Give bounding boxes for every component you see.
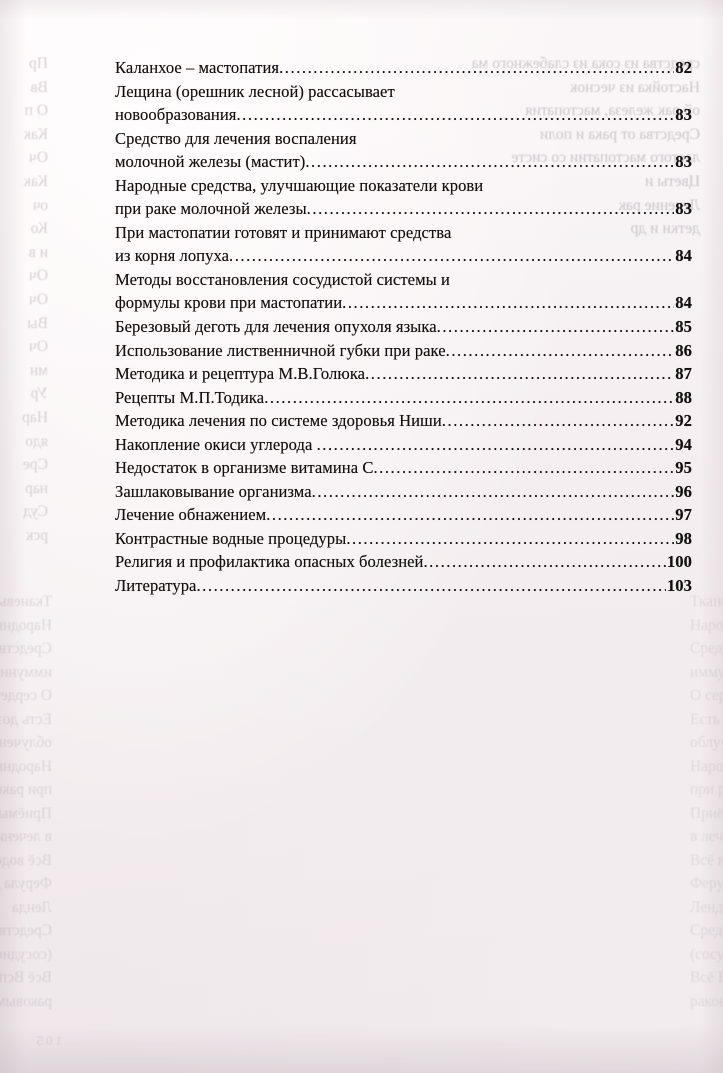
toc-dot-leader: ........................................… <box>229 246 674 266</box>
toc-entry-page-number: 98 <box>675 528 692 548</box>
toc-entry[interactable]: Каланхое – мастопатия...................… <box>115 56 692 80</box>
bleed-through-page-number: 105 <box>33 1033 63 1048</box>
toc-entry[interactable]: Методика лечения по системе здоровья Ниш… <box>115 409 692 433</box>
toc-entry-page-number: 92 <box>675 411 692 431</box>
toc-dot-leader: ........................................… <box>436 317 675 337</box>
toc-entry-page-number: 100 <box>666 552 692 572</box>
toc-entry-page-number: 83 <box>675 105 692 125</box>
toc-entry[interactable]: новообразования.........................… <box>115 103 692 127</box>
toc-entry-page-number: 103 <box>666 576 692 596</box>
toc-entry[interactable]: Недостаток в организме витамина С.......… <box>115 456 692 480</box>
toc-entry[interactable]: Религия и профилактика опасных болезней.… <box>115 550 692 574</box>
toc-entry-title: Накопление окиси углерода <box>115 434 317 454</box>
toc-dot-leader: ........................................… <box>441 411 675 431</box>
toc-dot-leader: ........................................… <box>266 505 674 525</box>
toc-dot-leader: ........................................… <box>373 458 674 478</box>
toc-dot-leader: ........................................… <box>279 58 674 77</box>
toc-dot-leader: ........................................… <box>342 293 675 313</box>
toc-entry-title: Использование лиственничной губки при ра… <box>115 340 446 360</box>
toc-entry[interactable]: Березовый деготь для лечения опухоля язы… <box>115 315 692 339</box>
toc-dot-leader: ........................................… <box>423 552 665 572</box>
toc-dot-leader: ........................................… <box>236 105 674 125</box>
toc-entry-title: Методика и рецептура М.В.Голюка <box>115 364 366 384</box>
toc-dot-leader: ........................................… <box>305 152 674 172</box>
table-of-contents: Каланхое – мастопатия...................… <box>115 56 692 598</box>
toc-entry-title: Религия и профилактика опасных болезней <box>115 552 424 572</box>
toc-entry[interactable]: при раке молочной железы................… <box>115 197 692 221</box>
toc-dot-leader: ........................................… <box>445 340 675 360</box>
toc-entry[interactable]: Накопление окиси углерода ..............… <box>115 433 692 457</box>
toc-entry-title: Контрастные водные процедуры <box>115 528 347 548</box>
toc-entry-page-number: 94 <box>675 434 692 454</box>
toc-entry-page-number: 83 <box>675 199 692 219</box>
toc-entry-title: новообразования <box>115 105 237 125</box>
toc-entry[interactable]: Зашлаковывание организма................… <box>115 480 692 504</box>
toc-entry-title-wrapped[interactable]: Методы восстановления сосудистой системы… <box>115 269 450 289</box>
toc-entry-title: при раке молочной железы <box>115 199 307 219</box>
toc-entry-page-number: 83 <box>675 152 692 172</box>
toc-dot-leader: ........................................… <box>311 481 675 501</box>
toc-entry[interactable]: из корня лопуха.........................… <box>115 244 692 268</box>
toc-dot-leader: ........................................… <box>196 576 665 596</box>
toc-entry[interactable]: Использование лиственничной губки при ра… <box>115 339 692 363</box>
toc-dot-leader: ........................................… <box>316 434 675 454</box>
toc-entry-title: молочной железы (мастит) <box>115 152 306 172</box>
toc-entry-page-number: 95 <box>675 458 692 478</box>
toc-entry-page-number: 88 <box>675 387 692 407</box>
toc-dot-leader: ........................................… <box>365 364 675 384</box>
toc-entry[interactable]: Лечение обнажением......................… <box>115 503 692 527</box>
toc-entry-title: Недостаток в организме витамина С <box>115 458 374 478</box>
toc-entry-title-wrapped[interactable]: При мастопатии готовят и принимают средс… <box>115 222 452 242</box>
toc-dot-leader: ........................................… <box>306 199 675 219</box>
toc-entry-page-number: 84 <box>675 293 692 313</box>
bleed-through-left-column: Пр Вв О п Как Оч Как оч Ко и в Оч Оч Вы … <box>22 55 48 544</box>
toc-entry[interactable]: молочной железы (мастит)................… <box>115 150 692 174</box>
bleed-through-lower-block-secondary: Тканевый препарат Народные средства Сред… <box>690 593 723 1010</box>
toc-entry-title: Березовый деготь для лечения опухоля язы… <box>115 317 437 337</box>
toc-entry-title: формулы крови при мастопатии <box>115 293 343 313</box>
toc-entry-title: Рецепты М.П.Тодика <box>115 387 265 407</box>
toc-entry[interactable]: формулы крови при мастопатии............… <box>115 291 692 315</box>
toc-entry[interactable]: Контрастные водные процедуры............… <box>115 527 692 551</box>
toc-entry[interactable]: Рецепты М.П.Тодика......................… <box>115 386 692 410</box>
toc-entry-page-number: 82 <box>675 58 692 77</box>
toc-entry-page-number: 97 <box>675 505 692 525</box>
toc-entry-page-number: 84 <box>675 246 692 266</box>
toc-entry-title: Каланхое – мастопатия <box>115 58 280 77</box>
toc-entry-title-wrapped[interactable]: Народные средства, улучшающие показатели… <box>115 175 484 195</box>
toc-entry[interactable]: Методика и рецептура М.В.Голюка.........… <box>115 362 692 386</box>
toc-entry-page-number: 86 <box>675 340 692 360</box>
toc-dot-leader: ........................................… <box>346 528 675 548</box>
toc-dot-leader: ........................................… <box>264 387 675 407</box>
toc-entry-title-wrapped[interactable]: Лещина (орешник лесной) рассасывает <box>115 81 395 101</box>
toc-entry-title: Литература <box>115 576 197 596</box>
toc-entry-page-number: 85 <box>675 317 692 337</box>
toc-entry-page-number: 96 <box>675 481 692 501</box>
toc-entry-page-number: 87 <box>675 364 692 384</box>
toc-entry-title: Зашлаковывание организма <box>115 481 312 501</box>
bleed-through-lower-block: Тканевый препарат Народные средства Сред… <box>0 593 52 1010</box>
toc-entry-title: Методика лечения по системе здоровья Ниш… <box>115 411 442 431</box>
toc-entry-title: из корня лопуха <box>115 246 230 266</box>
toc-entry[interactable]: Литература..............................… <box>115 574 692 598</box>
toc-entry-title-wrapped[interactable]: Средство для лечения воспаления <box>115 128 357 148</box>
toc-entry-title: Лечение обнажением <box>115 505 267 525</box>
